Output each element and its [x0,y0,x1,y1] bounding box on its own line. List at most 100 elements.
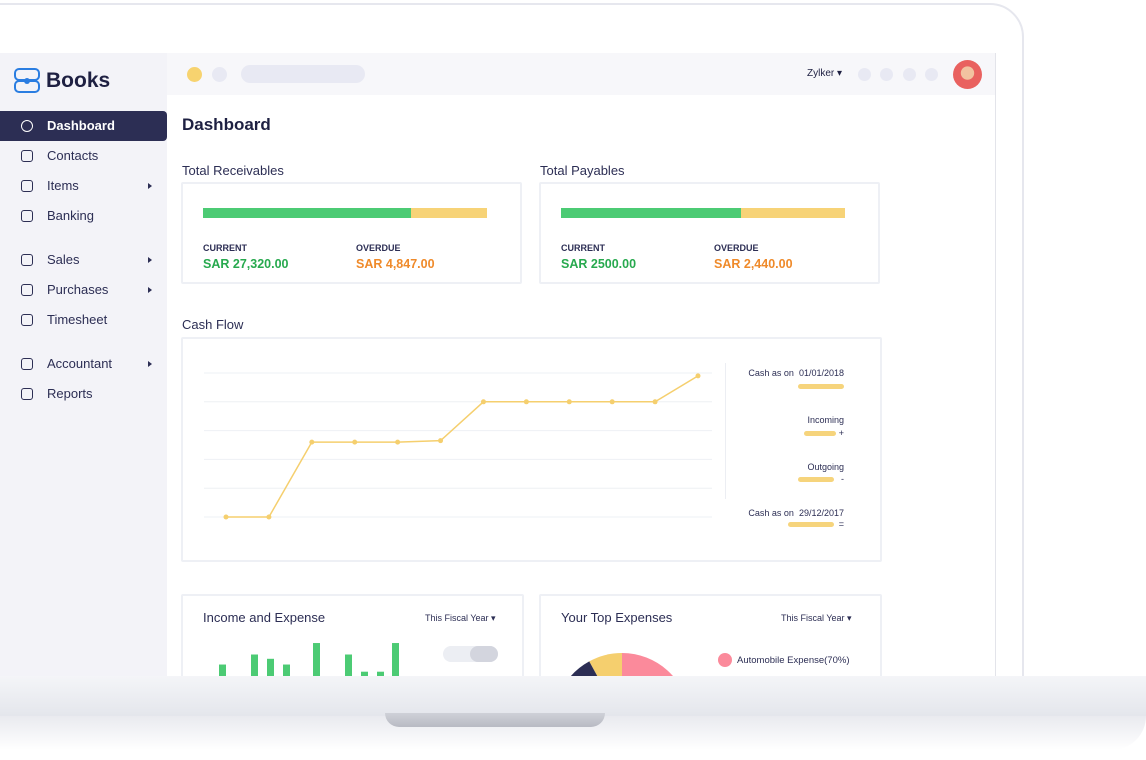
period-label: This Fiscal Year [425,613,489,623]
top-dot [858,68,871,81]
nav-label: Accountant [47,356,113,371]
cash-flow-card [181,337,882,562]
legend-opening: Cash as on 01/01/2018 [714,368,844,378]
period-select[interactable]: This Fiscal Year ▾ [781,613,852,623]
period-label: This Fiscal Year [781,613,845,623]
overdue-amount: SAR 4,847.00 [356,257,435,271]
card [539,182,880,284]
nav-item[interactable]: Purchases [0,275,167,305]
toggle[interactable] [443,646,498,662]
redacted [798,477,834,482]
redacted [788,522,834,527]
nav-item[interactable]: Accountant [0,349,167,379]
legend-closing: Cash as on 29/12/2017 [714,508,844,518]
nav-icon [21,358,33,370]
nav-label: Purchases [47,282,109,297]
nav-icon [21,120,33,132]
nav-icon [21,150,33,162]
bar [283,664,290,676]
page-title: Dashboard [182,115,271,134]
card-title: Total Receivables [182,163,284,178]
expense-card [539,594,882,676]
redacted [798,384,844,389]
top-bar: Zylker ▾ [167,53,995,95]
bar [392,643,399,676]
bar [219,664,226,676]
legend-incoming: Incoming [807,415,844,425]
nav-item[interactable]: Reports [0,379,167,409]
card [181,182,522,284]
bar-current [561,208,741,218]
top-dot [903,68,916,81]
top-dot [925,68,938,81]
point [652,399,658,405]
point [352,439,358,445]
screen: Books Dashboard Contacts Items Banking Sales… [0,53,996,676]
redacted [804,431,836,436]
nav-icon [21,388,33,400]
cash-flow-chart [204,372,712,520]
overdue-label: OVERDUE [356,243,401,253]
bar [361,671,368,676]
legend-text: Cash as on [748,368,794,378]
nav-item[interactable]: Items [0,171,167,201]
expense-title: Your Top Expenses [561,610,673,625]
legend-outgoing: Outgoing [807,462,844,472]
bar [377,671,384,676]
brand-logo [14,68,40,93]
brand-name: Books [46,69,111,92]
cash-flow-title: Cash Flow [182,317,244,332]
sidebar: Books Dashboard Contacts Items Banking Sales… [0,53,167,676]
point [566,399,572,405]
period-select[interactable]: This Fiscal Year ▾ [425,613,496,623]
pie-slice [622,653,673,676]
bar [267,658,274,676]
overdue-label: OVERDUE [714,243,759,253]
income-card [181,594,524,676]
bar [251,654,258,676]
laptop-base [0,676,1146,716]
point [309,439,315,445]
search-bar[interactable] [241,65,365,83]
top-dot [880,68,893,81]
nav-item[interactable]: Contacts [0,141,167,171]
nav-label: Banking [47,208,94,223]
pie-slice [571,661,598,676]
nav-chevron [148,361,152,367]
nav-label: Dashboard [47,118,115,133]
laptop-notch [385,713,605,727]
point [438,438,444,444]
top-dot [212,67,227,82]
nav-item[interactable]: Banking [0,201,167,231]
nav-item[interactable]: Sales [0,245,167,275]
nav-item[interactable]: Dashboard [0,111,167,141]
point [609,399,615,405]
point [695,373,701,379]
bar [345,654,352,676]
point [223,514,229,520]
legend-text: Cash as on [748,508,794,518]
income-title: Income and Expense [203,610,326,625]
legend-sign: = [838,519,844,529]
bar-current [203,208,411,218]
nav-icon [21,254,33,266]
top-dot [187,67,202,82]
point [266,514,272,520]
nav-label: Reports [47,386,93,401]
current-amount: SAR 27,320.00 [203,257,289,271]
nav-chevron [148,287,152,293]
point [480,399,486,405]
bar [313,643,320,676]
current-label: CURRENT [561,243,605,253]
legend-date: 29/12/2017 [798,508,844,518]
nav-item[interactable]: Timesheet [0,305,167,335]
current-label: CURRENT [203,243,247,253]
card-title: Total Payables [540,163,625,178]
nav-label: Contacts [47,148,99,163]
org-name[interactable]: Zylker ▾ [807,68,843,79]
expense-pie [571,653,673,676]
nav-icon [21,314,33,326]
legend-sign: - [841,474,844,484]
avatar[interactable] [953,60,982,89]
